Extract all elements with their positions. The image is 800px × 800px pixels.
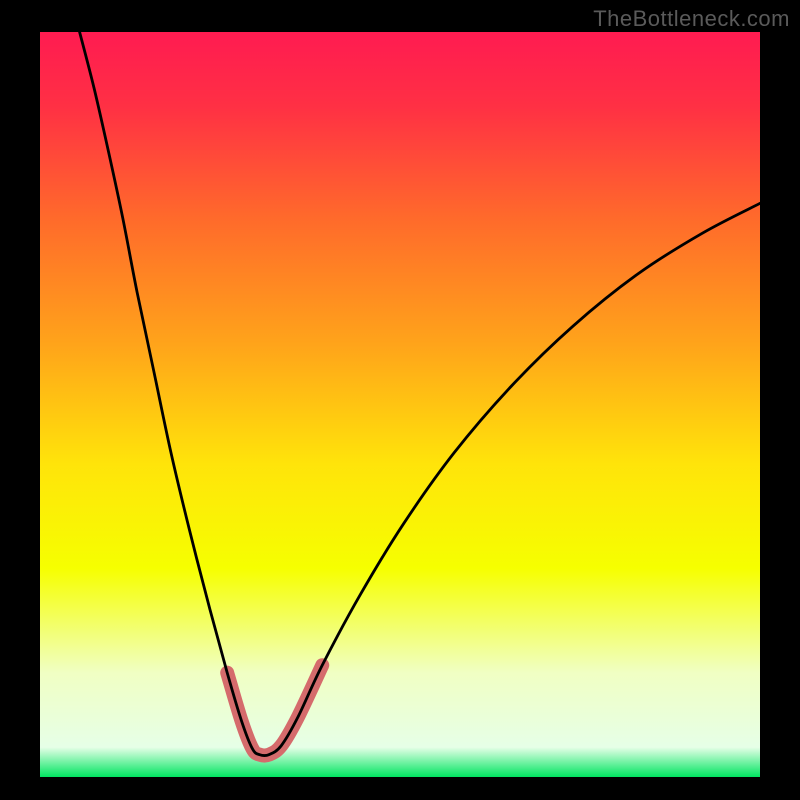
plot-background <box>40 32 760 777</box>
chart-stage: TheBottleneck.com <box>0 0 800 800</box>
watermark-text: TheBottleneck.com <box>593 6 790 32</box>
bottleneck-chart <box>0 0 800 800</box>
